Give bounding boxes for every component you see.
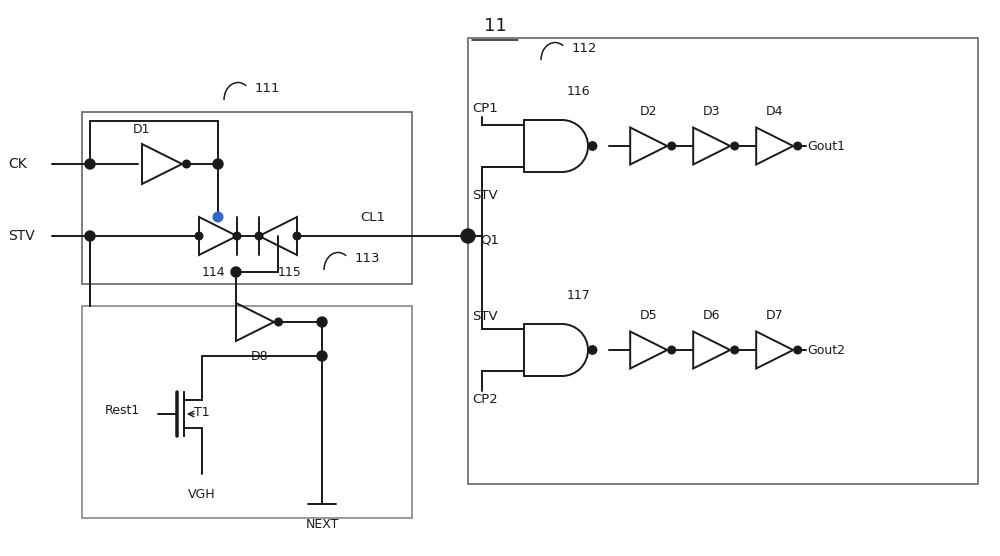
Circle shape: [195, 232, 203, 240]
Circle shape: [213, 212, 223, 222]
Text: CK: CK: [8, 157, 27, 171]
Bar: [82, 112, 412, 284]
Text: 115: 115: [278, 266, 302, 279]
Circle shape: [255, 232, 263, 240]
Text: D3: D3: [703, 105, 720, 118]
Text: CL1: CL1: [360, 211, 385, 224]
Text: STV: STV: [8, 229, 35, 243]
Circle shape: [588, 142, 597, 150]
Text: T1: T1: [194, 405, 210, 419]
Circle shape: [85, 159, 95, 169]
Text: CP2: CP2: [472, 393, 498, 406]
Text: 111: 111: [255, 82, 280, 95]
Text: 112: 112: [572, 42, 598, 54]
Text: Gout2: Gout2: [808, 344, 846, 356]
Text: D7: D7: [766, 309, 784, 322]
Text: D8: D8: [251, 350, 269, 363]
Text: STV: STV: [472, 189, 498, 202]
Text: 11: 11: [484, 17, 506, 35]
Text: 117: 117: [567, 289, 591, 302]
Circle shape: [275, 318, 282, 326]
Text: Rest1: Rest1: [105, 404, 140, 416]
Text: STV: STV: [472, 310, 498, 323]
Circle shape: [668, 346, 675, 354]
Text: Gout1: Gout1: [808, 140, 846, 152]
Circle shape: [668, 142, 675, 150]
Circle shape: [183, 160, 190, 168]
Circle shape: [731, 346, 738, 354]
Text: D5: D5: [640, 309, 658, 322]
Circle shape: [231, 267, 241, 277]
Circle shape: [293, 232, 301, 240]
Text: Q1: Q1: [480, 234, 499, 246]
Circle shape: [85, 231, 95, 241]
Circle shape: [588, 346, 597, 354]
Text: 113: 113: [355, 251, 380, 265]
Bar: [82, 306, 412, 518]
Circle shape: [731, 142, 738, 150]
Text: D1: D1: [133, 123, 151, 136]
Text: 116: 116: [567, 85, 591, 98]
Text: D4: D4: [766, 105, 783, 118]
Circle shape: [317, 351, 327, 361]
Text: VGH: VGH: [188, 488, 216, 501]
Text: D6: D6: [703, 309, 720, 322]
Circle shape: [461, 229, 475, 243]
Circle shape: [233, 232, 241, 240]
Circle shape: [213, 159, 223, 169]
Text: D2: D2: [640, 105, 657, 118]
Circle shape: [794, 346, 801, 354]
Circle shape: [794, 142, 801, 150]
Text: CP1: CP1: [472, 102, 498, 115]
Text: 114: 114: [201, 266, 225, 279]
Bar: [468, 38, 978, 484]
Circle shape: [317, 317, 327, 327]
Text: NEXT: NEXT: [305, 518, 339, 531]
